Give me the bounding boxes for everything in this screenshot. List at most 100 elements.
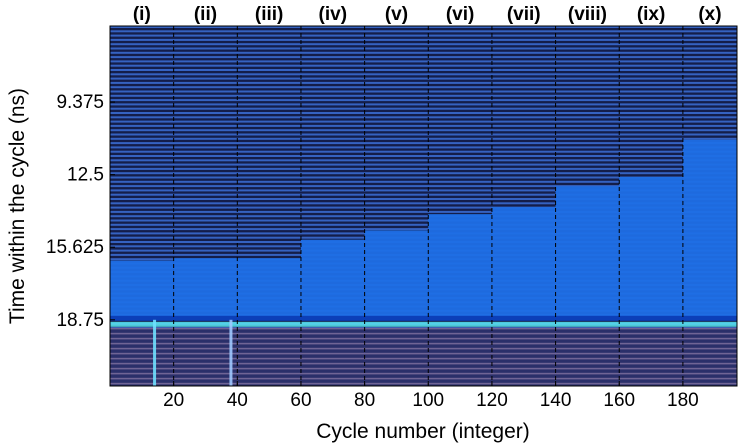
background-stripe [110, 189, 737, 192]
segment-fill-8 [555, 186, 620, 320]
background-stripe [110, 133, 737, 136]
y-axis-title: Time within the cycle (ns) [6, 88, 29, 324]
background-stripe [110, 206, 737, 209]
plot-area [110, 26, 737, 386]
background-stripe [110, 51, 737, 54]
segment-labels: (i) (ii) (iii) (iv) (v) (vi) (vii) (viii) (ix) (x… [133, 4, 722, 25]
background-stripe [110, 176, 737, 179]
segment-fill-3 [237, 258, 301, 320]
background-stripe [110, 64, 737, 67]
background-stripe [110, 215, 737, 218]
background-stripe [110, 210, 737, 213]
background-stripe [110, 202, 737, 205]
lower-stripe [110, 337, 737, 340]
lower-stripe [110, 362, 737, 365]
lower-stripe [110, 357, 737, 360]
background-stripe [110, 81, 737, 84]
background-stripe [110, 90, 737, 93]
background-stripe [110, 30, 737, 33]
background-stripe [110, 172, 737, 175]
background-stripe [110, 56, 737, 59]
lower-stripe [110, 377, 737, 380]
segment-fill-6 [428, 214, 492, 320]
segment-label: (iii) [255, 4, 284, 25]
segment-dividers [173, 26, 684, 386]
background-stripe [110, 112, 737, 114]
background-stripe [110, 159, 737, 162]
background-stripe [110, 167, 737, 170]
background-stripe [110, 86, 737, 89]
background-stripe [110, 77, 737, 80]
segment-label: (i) [133, 4, 151, 25]
background-stripe [110, 73, 737, 76]
segment-fill-5 [364, 230, 429, 320]
background-stripe [110, 34, 737, 37]
lower-stripe [110, 382, 737, 385]
background-stripe [110, 69, 737, 71]
y-tick-label: 15.625 [46, 237, 104, 258]
segment-fill-1 [110, 260, 174, 320]
lower-stripe [110, 372, 737, 375]
background-stripe [110, 47, 737, 50]
lower-stripe [110, 367, 737, 370]
background-stripe [110, 137, 737, 140]
segment-label: (ii) [194, 4, 217, 25]
background-stripe [110, 120, 737, 123]
background-stripe [110, 150, 737, 153]
lower-stripe [110, 332, 737, 335]
segment-label: (x) [698, 4, 721, 25]
x-tick-label: 120 [476, 390, 508, 411]
y-tick-label: 12.5 [67, 165, 104, 186]
background-stripe [110, 43, 737, 46]
x-axis-title: Cycle number (integer) [316, 420, 530, 443]
background-stripe [110, 142, 737, 145]
x-tick-label: 140 [540, 390, 572, 411]
background-stripe [110, 223, 737, 226]
lower-stripe [110, 342, 737, 345]
background-stripe [110, 99, 737, 102]
background-stripe [110, 155, 737, 157]
background-stripe [110, 146, 737, 149]
lower-stripe [110, 327, 737, 330]
segment-label: (vii) [507, 4, 541, 25]
background-stripe [110, 198, 737, 200]
x-tick-label: 80 [354, 390, 375, 411]
background-stripe [110, 228, 737, 231]
segment-label: (ix) [637, 4, 666, 25]
background-stripe [110, 163, 737, 166]
x-tick-label: 100 [412, 390, 444, 411]
vertical-streak-2 [229, 319, 233, 386]
background-stripe [110, 107, 737, 110]
background-stripe [110, 38, 737, 41]
background-stripe [110, 180, 737, 183]
x-tick-label: 60 [290, 390, 311, 411]
background-stripe [110, 124, 737, 127]
segment-label: (vi) [446, 4, 475, 25]
vertical-streak-1 [153, 319, 157, 386]
y-axis-ticks: 9.375 12.5 15.625 18.75 [46, 92, 115, 331]
background-stripe [110, 116, 737, 119]
lower-stripe [110, 347, 737, 350]
x-tick-label: 20 [163, 390, 184, 411]
segment-fill-10 [682, 139, 737, 320]
segment-fill-4 [300, 239, 365, 320]
background-stripe [110, 193, 737, 196]
segment-fill-2 [173, 258, 238, 320]
x-tick-label: 160 [603, 390, 635, 411]
x-tick-label: 40 [227, 390, 248, 411]
background-stripe [110, 219, 737, 222]
y-tick-label: 18.75 [56, 310, 104, 331]
dark-band [110, 315, 737, 321]
background-stripe [110, 185, 737, 188]
background-stripe [110, 129, 737, 132]
segment-fill-7 [491, 207, 556, 320]
lower-region [110, 327, 737, 386]
background-stripe [110, 103, 737, 106]
bright-band [110, 321, 737, 327]
x-tick-label: 180 [667, 390, 699, 411]
background-stripe [110, 94, 737, 97]
segment-label: (iv) [319, 4, 348, 25]
y-tick-label: 9.375 [56, 92, 104, 113]
segment-fill-9 [619, 176, 683, 320]
